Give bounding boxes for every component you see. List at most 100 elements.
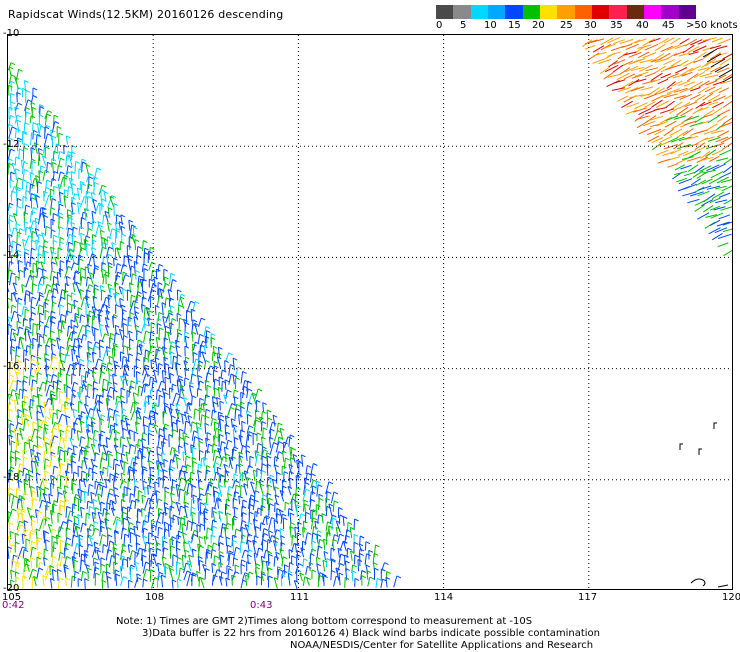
wind-barb-tick bbox=[57, 127, 61, 129]
wind-barb-tick bbox=[94, 522, 98, 524]
wind-barb bbox=[53, 213, 54, 225]
wind-barb-tick bbox=[180, 568, 184, 570]
wind-barb-tick bbox=[286, 458, 290, 460]
wind-barb-tick bbox=[65, 548, 69, 550]
wind-barb-tick bbox=[41, 126, 45, 128]
wind-barb bbox=[9, 67, 11, 76]
wind-barb bbox=[172, 580, 173, 589]
wind-barb bbox=[17, 92, 18, 102]
wind-barb-tick bbox=[164, 548, 168, 550]
wind-barb-tick bbox=[53, 240, 57, 242]
wind-barb-tick bbox=[173, 430, 177, 432]
wind-barb-tick bbox=[11, 63, 15, 65]
wind-barb-tick bbox=[229, 353, 233, 355]
wind-barb bbox=[193, 342, 195, 350]
wind-barb-tick bbox=[68, 215, 72, 217]
wind-barb bbox=[199, 536, 200, 544]
wind-barb-tick bbox=[285, 502, 289, 504]
wind-barb-tick bbox=[234, 558, 238, 560]
wind-barb-tick bbox=[258, 389, 262, 391]
wind-barb bbox=[58, 424, 59, 432]
wind-barb-tick bbox=[38, 372, 42, 374]
wind-barb-tick bbox=[69, 326, 73, 328]
wind-barb bbox=[234, 397, 235, 406]
wind-barb bbox=[135, 578, 138, 588]
wind-barb bbox=[155, 306, 156, 315]
colorbar-swatch bbox=[471, 5, 488, 19]
wind-barb-tick bbox=[339, 508, 343, 510]
colorbar-swatch bbox=[644, 5, 661, 19]
wind-barb-tick bbox=[137, 353, 141, 355]
wind-barb bbox=[145, 350, 146, 362]
wind-barb bbox=[92, 315, 93, 327]
wind-barb bbox=[274, 431, 277, 442]
wind-barb-tick bbox=[124, 335, 128, 337]
wind-barb-tick bbox=[8, 85, 12, 87]
wind-barb-tick bbox=[114, 459, 118, 461]
wind-barb-tick bbox=[209, 444, 213, 446]
wind-barb bbox=[198, 498, 199, 511]
wind-barb-tick bbox=[38, 419, 42, 421]
wind-barb bbox=[135, 239, 136, 249]
wind-barb bbox=[114, 476, 115, 488]
wind-barb bbox=[149, 543, 150, 552]
wind-barb bbox=[246, 434, 248, 446]
wind-barb bbox=[89, 254, 92, 265]
wind-barb-tick bbox=[31, 516, 35, 518]
wind-barb-tick bbox=[220, 415, 224, 417]
wind-barb-tick bbox=[12, 241, 16, 243]
wind-barb-tick bbox=[94, 388, 98, 390]
wind-barb bbox=[36, 529, 37, 539]
wind-barb bbox=[9, 220, 10, 232]
wind-barb-tick bbox=[10, 375, 14, 377]
wind-barb bbox=[290, 458, 291, 470]
wind-barb bbox=[60, 437, 61, 445]
wind-barb-tick bbox=[157, 447, 161, 449]
wind-barb bbox=[326, 506, 327, 516]
wind-barb bbox=[57, 272, 58, 285]
colorbar-swatch bbox=[557, 5, 574, 19]
wind-barb bbox=[626, 44, 639, 49]
wind-barb-tick bbox=[116, 431, 120, 433]
wind-barb-tick bbox=[163, 470, 167, 472]
wind-barb bbox=[288, 509, 289, 517]
wind-barb bbox=[73, 283, 75, 292]
wind-barb bbox=[620, 39, 633, 43]
wind-barb-tick bbox=[269, 498, 273, 500]
wind-barb bbox=[178, 579, 179, 588]
wind-barb-tick bbox=[172, 342, 176, 344]
wind-barb-tick bbox=[52, 252, 56, 254]
lat-label: -10 bbox=[3, 28, 19, 39]
wind-barb-tick bbox=[116, 365, 120, 367]
wind-barb bbox=[57, 144, 58, 153]
wind-barb bbox=[46, 385, 49, 397]
wind-barb-tick bbox=[269, 554, 273, 556]
wind-barb bbox=[71, 172, 72, 183]
wind-barb bbox=[87, 384, 88, 397]
wind-barb bbox=[191, 507, 192, 516]
wind-barb bbox=[11, 305, 12, 313]
wind-barb-tick bbox=[144, 579, 148, 581]
wind-barb-tick bbox=[150, 377, 154, 379]
wind-barb bbox=[50, 391, 51, 400]
wind-barb bbox=[92, 512, 94, 522]
wind-barb bbox=[138, 386, 139, 397]
wind-barb-tick bbox=[320, 539, 324, 541]
wind-barb bbox=[217, 467, 218, 475]
wind-barb-tick bbox=[24, 318, 28, 320]
wind-barb-tick bbox=[353, 565, 357, 567]
wind-barb-tick bbox=[108, 266, 112, 268]
wind-barb-tick bbox=[95, 508, 99, 510]
wind-barb bbox=[233, 375, 234, 384]
wind-barb bbox=[121, 528, 122, 540]
wind-barb bbox=[177, 458, 178, 469]
wind-barb-tick bbox=[170, 373, 174, 375]
wind-barb-tick bbox=[213, 418, 217, 420]
wind-barb-tick bbox=[24, 396, 28, 398]
wind-barb bbox=[226, 578, 227, 586]
wind-barb-tick bbox=[26, 112, 30, 114]
wind-barb-tick bbox=[44, 215, 48, 217]
wind-barb bbox=[22, 307, 24, 316]
wind-barb-tick bbox=[264, 529, 268, 531]
wind-barb-tick bbox=[102, 580, 106, 582]
